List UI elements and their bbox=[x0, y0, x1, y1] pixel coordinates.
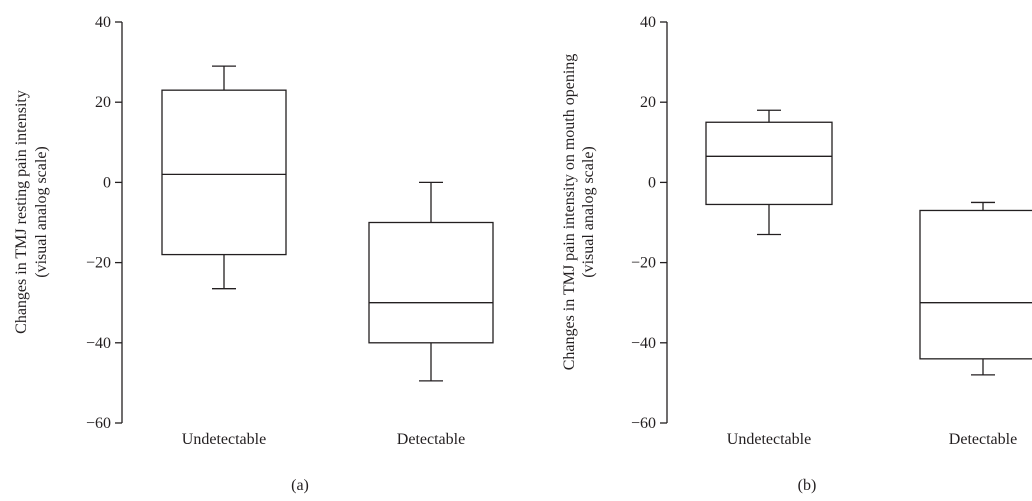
box-detectable: Detectable bbox=[919, 201, 1032, 448]
panel-label: (a) bbox=[291, 477, 309, 494]
y-tick-label: −60 bbox=[631, 415, 656, 432]
y-tick-label: −40 bbox=[86, 335, 111, 352]
y-tick-label: −40 bbox=[631, 335, 656, 352]
y-axis-label: (visual analog scale) bbox=[33, 146, 50, 278]
y-axis-label: (visual analog scale) bbox=[580, 146, 597, 278]
y-axis-label: Changes in TMJ resting pain intensity bbox=[13, 90, 30, 334]
y-tick-label: 0 bbox=[103, 174, 111, 191]
category-label: Undetectable bbox=[727, 431, 811, 448]
y-tick-label: 0 bbox=[648, 174, 656, 191]
y-axis-label: Changes in TMJ pain intensity on mouth o… bbox=[561, 54, 578, 371]
y-tick-label: −20 bbox=[631, 255, 656, 272]
y-tick-label: −60 bbox=[86, 415, 111, 432]
y-tick-label: 40 bbox=[95, 14, 111, 31]
panel-label: (b) bbox=[798, 477, 817, 494]
category-label: Detectable bbox=[397, 431, 465, 448]
category-label: Detectable bbox=[949, 431, 1017, 448]
category-label: Undetectable bbox=[182, 431, 266, 448]
box-undetectable: Undetectable bbox=[705, 109, 833, 448]
y-tick-label: −20 bbox=[86, 255, 111, 272]
box-undetectable: Undetectable bbox=[161, 65, 287, 448]
y-tick-label: 20 bbox=[640, 94, 656, 111]
panel-b: 40 20 0 −20 −40 −60 Changes in TMJ pain intens… bbox=[561, 14, 1032, 494]
box-iqr bbox=[161, 89, 287, 256]
panel-a: 40 20 0 −20 −40 −60 Changes in TMJ resting pai… bbox=[13, 14, 494, 494]
y-tick-label: 20 bbox=[95, 94, 111, 111]
y-tick-label: 40 bbox=[640, 14, 656, 31]
box-detectable: Detectable bbox=[368, 181, 494, 448]
box-iqr bbox=[368, 221, 494, 344]
box-iqr bbox=[919, 209, 1032, 360]
box-iqr bbox=[705, 121, 833, 206]
